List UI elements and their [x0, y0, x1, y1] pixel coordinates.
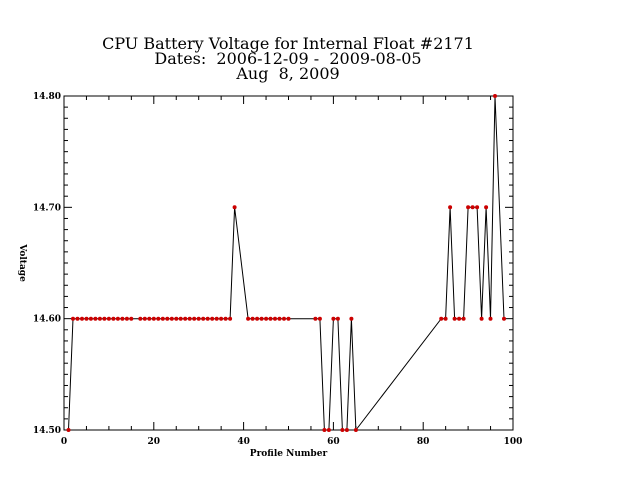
- data-point: [349, 316, 354, 321]
- data-point: [138, 316, 143, 321]
- data-point: [151, 316, 156, 321]
- axis-tick-labels: 0 20 40 60 80 100 14.50 14.60 14.70 14.80: [33, 92, 523, 447]
- data-point: [259, 316, 264, 321]
- data-point: [232, 205, 237, 210]
- x-tick-label: 0: [61, 437, 67, 447]
- data-point: [102, 316, 107, 321]
- data-point: [106, 316, 111, 321]
- data-point: [223, 316, 228, 321]
- data-point: [484, 205, 489, 210]
- data-point: [286, 316, 291, 321]
- data-point: [250, 316, 255, 321]
- data-point: [88, 316, 93, 321]
- data-point: [326, 428, 331, 432]
- y-tick-label: 14.50: [33, 426, 61, 436]
- data-point: [120, 316, 125, 321]
- x-axis-label: Profile Number: [250, 449, 328, 459]
- chart-title: CPU Battery Voltage for Internal Float #…: [102, 34, 474, 53]
- data-point: [331, 316, 336, 321]
- data-point: [448, 205, 453, 210]
- x-tick-label: 80: [417, 437, 430, 447]
- data-point: [160, 316, 165, 321]
- data-point: [156, 316, 161, 321]
- data-point: [111, 316, 116, 321]
- data-point: [340, 428, 345, 432]
- data-point: [169, 316, 174, 321]
- data-points: [66, 94, 506, 432]
- data-point: [174, 316, 179, 321]
- chart-subtitle: Dates: 2006-12-09 - 2009-08-05: [154, 49, 422, 68]
- data-point: [439, 316, 444, 321]
- data-point: [246, 316, 251, 321]
- y-axis-label: Voltage: [17, 243, 27, 282]
- data-point: [344, 428, 349, 432]
- data-point: [282, 316, 286, 321]
- data-point: [71, 316, 75, 321]
- series-line: [68, 95, 505, 432]
- data-point: [461, 316, 466, 321]
- chart-title-block: CPU Battery Voltage for Internal Float #…: [0, 34, 576, 83]
- data-point: [124, 316, 129, 321]
- data-point: [165, 316, 170, 321]
- data-point: [488, 316, 493, 321]
- data-point: [353, 428, 358, 432]
- data-point: [457, 316, 462, 321]
- data-point: [493, 94, 497, 98]
- data-point: [317, 316, 322, 321]
- x-tick-label: 40: [237, 437, 250, 447]
- data-point: [443, 316, 448, 321]
- y-tick-label: 14.60: [33, 315, 61, 325]
- data-point: [228, 316, 233, 321]
- x-tick-label: 100: [504, 437, 523, 447]
- y-tick-label: 14.70: [33, 203, 61, 213]
- data-point: [264, 316, 269, 321]
- data-point: [192, 316, 197, 321]
- data-point: [115, 316, 120, 321]
- data-point: [273, 316, 277, 321]
- data-point: [466, 205, 471, 210]
- x-tick-label: 60: [327, 437, 340, 447]
- data-point: [129, 316, 134, 321]
- x-tick-label: 20: [148, 437, 161, 447]
- data-point: [183, 316, 188, 321]
- data-point: [452, 316, 457, 321]
- data-point: [322, 428, 327, 432]
- data-point: [93, 316, 98, 321]
- data-point: [196, 316, 201, 321]
- data-point: [475, 205, 480, 210]
- data-point: [84, 316, 89, 321]
- data-point: [277, 316, 282, 321]
- y-tick-label: 14.80: [33, 92, 61, 102]
- data-point: [268, 316, 273, 321]
- chart-date: Aug 8, 2009: [236, 64, 340, 83]
- data-point: [479, 316, 484, 321]
- data-point: [187, 316, 192, 321]
- data-point: [80, 316, 84, 321]
- data-point: [142, 316, 147, 321]
- data-point: [470, 205, 475, 210]
- data-point: [201, 316, 206, 321]
- data-point: [502, 316, 506, 321]
- data-point: [178, 316, 183, 321]
- data-point: [335, 316, 340, 321]
- data-point: [255, 316, 260, 321]
- plot-frame: [63, 95, 514, 431]
- data-point: [313, 316, 318, 321]
- data-point: [219, 316, 224, 321]
- data-point: [66, 428, 71, 432]
- axis-ticks: [63, 95, 514, 431]
- data-point: [147, 316, 152, 321]
- data-point: [97, 316, 102, 321]
- data-point: [210, 316, 215, 321]
- data-point: [205, 316, 210, 321]
- data-point: [75, 316, 80, 321]
- data-point: [214, 316, 219, 321]
